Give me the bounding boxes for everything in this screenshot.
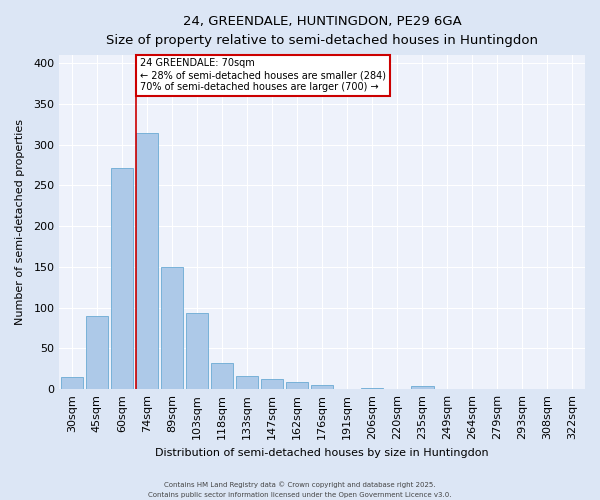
X-axis label: Distribution of semi-detached houses by size in Huntingdon: Distribution of semi-detached houses by … <box>155 448 489 458</box>
Bar <box>86 316 108 389</box>
Text: Contains HM Land Registry data © Crown copyright and database right 2025.: Contains HM Land Registry data © Crown c… <box>164 481 436 488</box>
Bar <box>411 386 434 389</box>
Text: 24 GREENDALE: 70sqm
← 28% of semi-detached houses are smaller (284)
70% of semi-: 24 GREENDALE: 70sqm ← 28% of semi-detach… <box>140 58 386 92</box>
Bar <box>361 388 383 389</box>
Bar <box>110 168 133 389</box>
Title: 24, GREENDALE, HUNTINGDON, PE29 6GA
Size of property relative to semi-detached h: 24, GREENDALE, HUNTINGDON, PE29 6GA Size… <box>106 15 538 47</box>
Bar <box>161 267 183 389</box>
Bar <box>286 382 308 389</box>
Bar <box>311 385 334 389</box>
Bar <box>261 380 283 389</box>
Y-axis label: Number of semi-detached properties: Number of semi-detached properties <box>15 119 25 325</box>
Bar <box>136 134 158 389</box>
Bar <box>211 363 233 389</box>
Text: Contains public sector information licensed under the Open Government Licence v3: Contains public sector information licen… <box>148 492 452 498</box>
Bar <box>61 377 83 389</box>
Bar <box>186 314 208 389</box>
Bar <box>236 376 259 389</box>
